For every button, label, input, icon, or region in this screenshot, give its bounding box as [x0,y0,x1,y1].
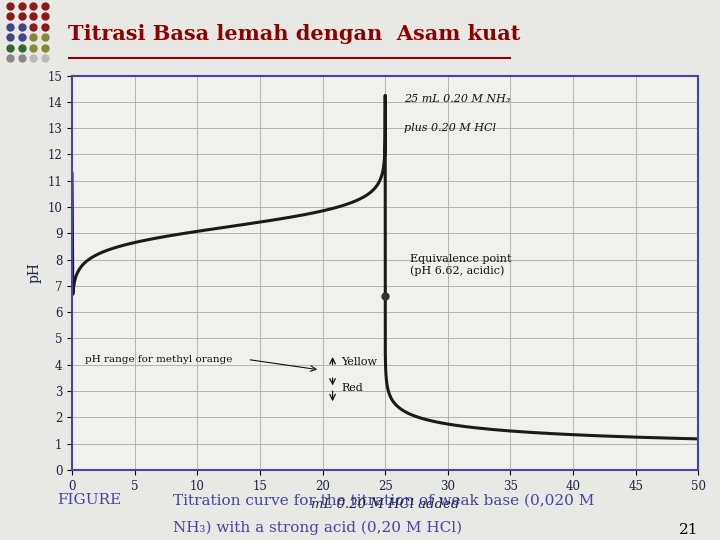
Text: plus 0.20 M HCl: plus 0.20 M HCl [404,123,496,133]
Text: Red: Red [341,383,363,393]
Text: NH₃) with a strong acid (0,20 M HCl): NH₃) with a strong acid (0,20 M HCl) [173,521,462,535]
Text: Titration curve for the titration of weak base (0,020 M: Titration curve for the titration of wea… [173,494,594,508]
Text: Titrasi Basa lemah dengan  Asam kuat: Titrasi Basa lemah dengan Asam kuat [68,24,521,44]
Text: Equivalence point
(pH 6.62, acidic): Equivalence point (pH 6.62, acidic) [410,254,512,276]
X-axis label: mL 0.20 M HCl added: mL 0.20 M HCl added [311,498,459,511]
Text: FIGURE: FIGURE [58,494,122,508]
Text: 25 mL 0.20 M NH₃: 25 mL 0.20 M NH₃ [404,94,510,104]
Text: 21: 21 [679,523,698,537]
Text: Yellow: Yellow [341,357,377,367]
Y-axis label: pH: pH [28,262,42,283]
Text: pH range for methyl orange: pH range for methyl orange [84,355,232,364]
